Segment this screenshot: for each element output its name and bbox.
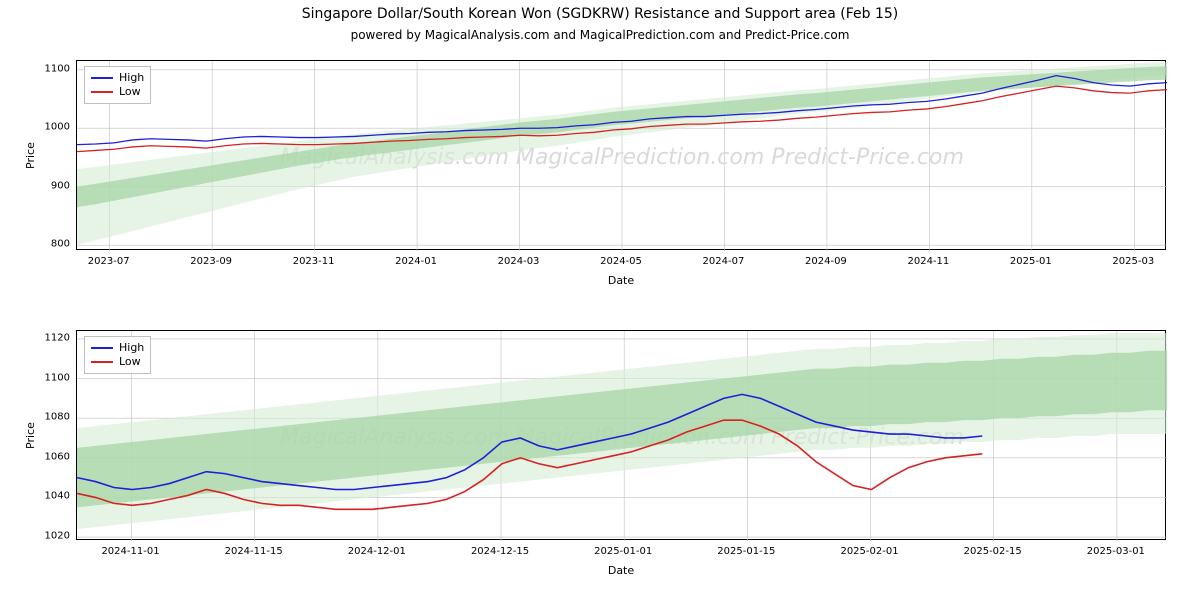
- x-tick-label: 2024-09: [805, 256, 847, 267]
- legend-label: High: [119, 341, 144, 355]
- x-tick-label: 2025-02-15: [964, 546, 1022, 557]
- y-tick-label: 800: [30, 239, 70, 250]
- x-tick-label: 2025-01-15: [717, 546, 775, 557]
- legend-item: High: [91, 71, 144, 85]
- legend-label: High: [119, 71, 144, 85]
- legend: HighLow: [84, 336, 151, 374]
- legend-swatch: [91, 91, 113, 93]
- x-axis-label: Date: [76, 274, 1166, 287]
- x-tick-label: 2023-07: [88, 256, 130, 267]
- legend-swatch: [91, 347, 113, 349]
- x-tick-label: 2025-01-01: [594, 546, 652, 557]
- x-tick-label: 2024-05: [600, 256, 642, 267]
- legend-label: Low: [119, 85, 141, 99]
- x-tick-label: 2025-03: [1112, 256, 1154, 267]
- x-tick-label: 2024-11: [907, 256, 949, 267]
- y-tick-label: 900: [30, 180, 70, 191]
- y-axis-label: Price: [24, 142, 37, 169]
- y-tick-label: 1060: [30, 451, 70, 462]
- chart-svg: MagicalAnalysis.com MagicalPrediction.co…: [77, 331, 1167, 541]
- y-tick-label: 1000: [30, 122, 70, 133]
- legend-label: Low: [119, 355, 141, 369]
- y-axis-label: Price: [24, 422, 37, 449]
- y-tick-label: 1120: [30, 332, 70, 343]
- y-tick-label: 1020: [30, 531, 70, 542]
- chart-title: Singapore Dollar/South Korean Won (SGDKR…: [0, 6, 1200, 22]
- x-tick-label: 2024-12-01: [348, 546, 406, 557]
- legend-item: Low: [91, 85, 144, 99]
- x-tick-label: 2025-01: [1010, 256, 1052, 267]
- legend-swatch: [91, 77, 113, 79]
- x-tick-label: 2024-12-15: [471, 546, 529, 557]
- x-axis-label: Date: [76, 564, 1166, 577]
- x-tick-label: 2024-11-01: [101, 546, 159, 557]
- chart-svg: MagicalAnalysis.com MagicalPrediction.co…: [77, 61, 1167, 251]
- x-tick-label: 2023-09: [190, 256, 232, 267]
- y-tick-label: 1080: [30, 412, 70, 423]
- x-tick-label: 2024-01: [395, 256, 437, 267]
- x-tick-label: 2024-03: [498, 256, 540, 267]
- legend-item: Low: [91, 355, 144, 369]
- x-tick-label: 2025-02-01: [840, 546, 898, 557]
- y-tick-label: 1100: [30, 63, 70, 74]
- x-tick-label: 2024-11-15: [225, 546, 283, 557]
- bottom-chart-panel: MagicalAnalysis.com MagicalPrediction.co…: [76, 330, 1166, 540]
- x-tick-label: 2023-11: [293, 256, 335, 267]
- x-tick-label: 2024-07: [703, 256, 745, 267]
- legend-item: High: [91, 341, 144, 355]
- y-tick-label: 1100: [30, 372, 70, 383]
- chart-subtitle: powered by MagicalAnalysis.com and Magic…: [0, 28, 1200, 42]
- x-tick-label: 2025-03-01: [1087, 546, 1145, 557]
- figure: Singapore Dollar/South Korean Won (SGDKR…: [0, 0, 1200, 600]
- legend-swatch: [91, 361, 113, 363]
- legend: HighLow: [84, 66, 151, 104]
- top-chart-panel: MagicalAnalysis.com MagicalPrediction.co…: [76, 60, 1166, 250]
- y-tick-label: 1040: [30, 491, 70, 502]
